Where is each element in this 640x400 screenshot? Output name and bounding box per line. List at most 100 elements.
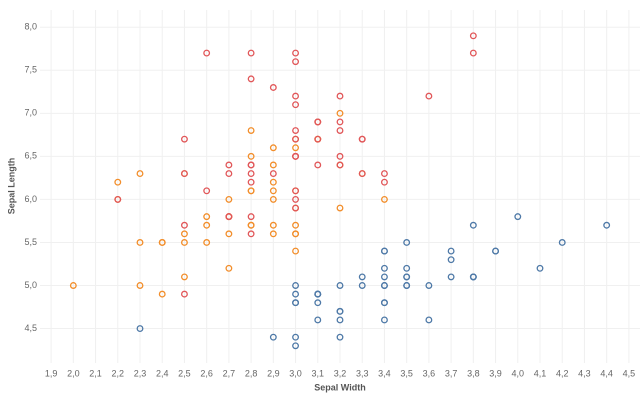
point [336, 316, 344, 324]
point [425, 92, 433, 100]
point [447, 256, 455, 264]
point [247, 127, 255, 134]
point [336, 152, 344, 160]
point [380, 273, 388, 281]
y-tick-label: 5,0 [24, 280, 37, 290]
point [203, 49, 211, 57]
point [314, 118, 322, 126]
point [225, 161, 233, 169]
point [269, 187, 277, 195]
point [292, 152, 300, 160]
point [314, 299, 322, 307]
point [203, 239, 211, 246]
point [380, 170, 388, 178]
point [247, 75, 255, 83]
point [136, 239, 144, 246]
point [336, 92, 344, 100]
point [358, 273, 366, 281]
point [292, 49, 300, 57]
point [225, 264, 233, 272]
point [292, 342, 300, 350]
x-tick-label: 2,9 [267, 368, 280, 378]
point [336, 161, 344, 169]
point [158, 290, 166, 298]
point [336, 333, 344, 341]
point [336, 127, 344, 134]
point [469, 273, 477, 281]
point [180, 290, 188, 298]
x-tick-label: 4,0 [512, 368, 525, 378]
point [269, 221, 277, 229]
point [469, 49, 477, 57]
point [269, 178, 277, 186]
point [314, 135, 322, 143]
point [247, 161, 255, 169]
point [247, 187, 255, 195]
point [603, 221, 611, 229]
y-axis-title: Sepal Length [6, 158, 16, 215]
point [292, 187, 300, 195]
point [269, 170, 277, 178]
point [247, 170, 255, 178]
point [203, 213, 211, 221]
x-tick-label: 3,3 [356, 368, 369, 378]
point [403, 273, 411, 281]
y-tick-label: 7,0 [24, 108, 37, 118]
point [225, 195, 233, 203]
x-tick-label: 3,6 [423, 368, 436, 378]
point [136, 170, 144, 178]
point [225, 170, 233, 178]
point [292, 230, 300, 238]
x-tick-label: 3,2 [334, 368, 347, 378]
point [247, 213, 255, 221]
point [425, 282, 433, 289]
x-tick-label: 2,8 [245, 368, 258, 378]
x-tick-label: 2,7 [223, 368, 236, 378]
point [292, 299, 300, 307]
x-tick-label: 2,2 [112, 368, 125, 378]
point [380, 195, 388, 203]
point [180, 221, 188, 229]
point [247, 230, 255, 238]
point [314, 316, 322, 324]
point [269, 144, 277, 152]
point [469, 221, 477, 229]
point [180, 170, 188, 178]
x-tick-label: 2,5 [178, 368, 191, 378]
point [225, 213, 233, 221]
point [292, 333, 300, 341]
point [314, 161, 322, 169]
point [514, 213, 522, 221]
point [269, 333, 277, 341]
point [447, 247, 455, 255]
point [180, 273, 188, 281]
point [336, 109, 344, 117]
point [292, 92, 300, 100]
y-tick-label: 7,5 [24, 65, 37, 75]
y-tick-label: 5,5 [24, 237, 37, 247]
x-tick-label: 2,3 [134, 368, 147, 378]
point [292, 127, 300, 134]
point [180, 135, 188, 143]
x-tick-label: 4,5 [623, 368, 636, 378]
point [425, 316, 433, 324]
point [292, 204, 300, 212]
point [558, 239, 566, 246]
point [247, 221, 255, 229]
point [292, 101, 300, 109]
point [358, 135, 366, 143]
x-tick-label: 2,6 [200, 368, 213, 378]
point [69, 282, 77, 289]
x-tick-label: 4,2 [556, 368, 569, 378]
point [269, 230, 277, 238]
point [269, 161, 277, 169]
point [403, 264, 411, 272]
point [292, 58, 300, 66]
point [380, 282, 388, 289]
point [380, 316, 388, 324]
point [292, 221, 300, 229]
point [403, 282, 411, 289]
point [247, 178, 255, 186]
point [180, 230, 188, 238]
